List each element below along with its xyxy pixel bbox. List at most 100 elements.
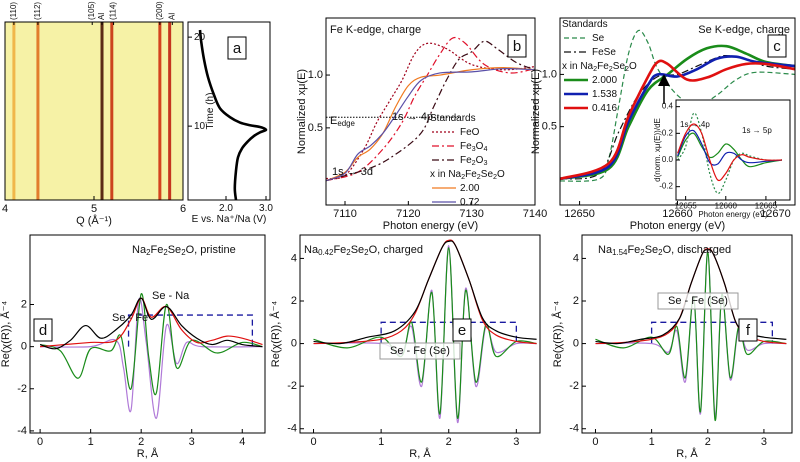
x-tick-label: 3 <box>189 436 195 448</box>
text-part: 4 <box>2 203 8 215</box>
plot <box>677 112 783 194</box>
legend-label: 1.538 <box>592 89 617 100</box>
text-part: Fe <box>460 141 472 152</box>
text-part: 12650 <box>564 208 595 220</box>
text-part: ) <box>155 1 164 4</box>
text-part: 2 <box>593 64 597 73</box>
text-part: Fe K-edge, charge <box>330 24 421 36</box>
annotation-box <box>379 342 461 360</box>
x-tick-label: 12650 <box>564 208 595 220</box>
x-tick-label: 7140 <box>523 208 547 220</box>
text-part: 2 <box>163 248 167 257</box>
text-part: 3 <box>189 436 195 448</box>
fit-window <box>127 314 254 347</box>
text-part: 2 <box>181 248 185 257</box>
series-line <box>326 40 535 182</box>
text-part: Al <box>167 13 176 20</box>
y-tick-label: 2 <box>291 295 297 307</box>
series-line <box>313 245 537 423</box>
text-part: 2 <box>658 248 662 257</box>
plot-area <box>582 235 792 433</box>
text-part: a <box>233 40 242 57</box>
text-part: Fe <box>465 169 477 180</box>
text-part: E <box>330 115 337 127</box>
intensity-stripe <box>168 22 172 200</box>
text-part: 2 <box>472 158 476 167</box>
series-line <box>40 297 263 348</box>
text-part: E vs. Na⁺/Na (V) <box>192 214 267 225</box>
text-part: p <box>705 120 710 129</box>
plot-area <box>5 22 183 200</box>
text-part: 2 <box>609 64 613 73</box>
text-part: 2 <box>146 248 150 257</box>
text-part: Standards <box>430 113 476 124</box>
text-part: 2.000 <box>592 75 617 86</box>
text-part: 2 <box>477 172 481 181</box>
text-part: - <box>569 423 573 435</box>
text-part: s → <box>746 126 762 135</box>
text-part: FeO <box>460 127 480 138</box>
plot-frame <box>325 17 536 206</box>
text-part: 12665 <box>755 202 778 211</box>
text-part: e <box>458 322 466 339</box>
text-part: O <box>476 155 484 166</box>
text-part: 2 <box>364 248 368 257</box>
text-part: O, discharged <box>663 244 731 256</box>
text-part: Se - Fe (Se) <box>668 295 728 307</box>
text-part: 5 <box>91 203 97 215</box>
text-part: Se <box>645 244 658 256</box>
series-line <box>313 240 537 345</box>
text-part: 1 <box>649 436 655 448</box>
legend-title: x in Na2Fe2Se2O <box>562 61 637 73</box>
x-axis-label: R, Å <box>409 447 431 460</box>
y-tick-label: -2 <box>569 380 579 392</box>
text-part: O <box>476 141 484 152</box>
legend-label: FeO <box>460 127 480 138</box>
x-axis-label: R, Å <box>137 447 159 460</box>
text-part: 2 <box>21 298 27 310</box>
series-line <box>326 67 535 182</box>
panel-letter-box <box>738 318 758 342</box>
x-tick-label: 12660 <box>715 202 738 211</box>
text-part: 4 <box>701 120 706 129</box>
text-part: 1.0 <box>542 68 557 80</box>
text-part: - <box>17 383 21 395</box>
panel-letter: f <box>746 322 751 339</box>
series-line <box>560 59 795 181</box>
text-part: Standards <box>562 19 608 30</box>
text-part: 2 <box>573 380 579 392</box>
fit-window <box>650 321 773 344</box>
text-part: 0.2 <box>662 182 674 191</box>
text-part: p <box>767 126 772 135</box>
text-part: 4 <box>573 423 579 435</box>
text-part: 0.416 <box>592 103 617 114</box>
x-tick-label: 5 <box>91 203 97 215</box>
text-part: x in Na <box>562 61 594 72</box>
legend-title: Standards <box>562 19 608 30</box>
text-part: 12670 <box>760 208 791 220</box>
y-axis-label: Normalized xμ(E) <box>296 69 308 154</box>
text-part: 0.0 <box>662 155 674 164</box>
text-part: ( <box>87 17 96 20</box>
legend-label: Se <box>592 33 605 44</box>
y-axis-label: Time (h) <box>205 93 216 130</box>
y-tick-label: -4 <box>569 423 579 435</box>
panel-title: Na0.42Fe2Se2O, charged <box>304 244 423 257</box>
text-part: 0 <box>291 337 297 349</box>
y-axis-label: d(norm. xμ(E))/dE <box>653 118 662 182</box>
y-tick-label: 20 <box>194 32 206 43</box>
x-tick-label: 7120 <box>396 208 420 220</box>
text-part: 2.0 <box>219 203 233 214</box>
y-tick-label: 0.4 <box>662 102 674 111</box>
plot-frame <box>581 234 793 434</box>
text-part: Se <box>481 169 494 180</box>
text-part: x in Na <box>430 169 462 180</box>
text-part: Se K-edge, charge <box>698 24 790 36</box>
annotation-box <box>657 292 739 310</box>
y-tick-label: 2 <box>573 295 579 307</box>
text-part: edge <box>337 119 355 128</box>
text-part: 3 <box>483 158 487 167</box>
x-axis-label: Photon energy (eV) <box>698 210 768 219</box>
